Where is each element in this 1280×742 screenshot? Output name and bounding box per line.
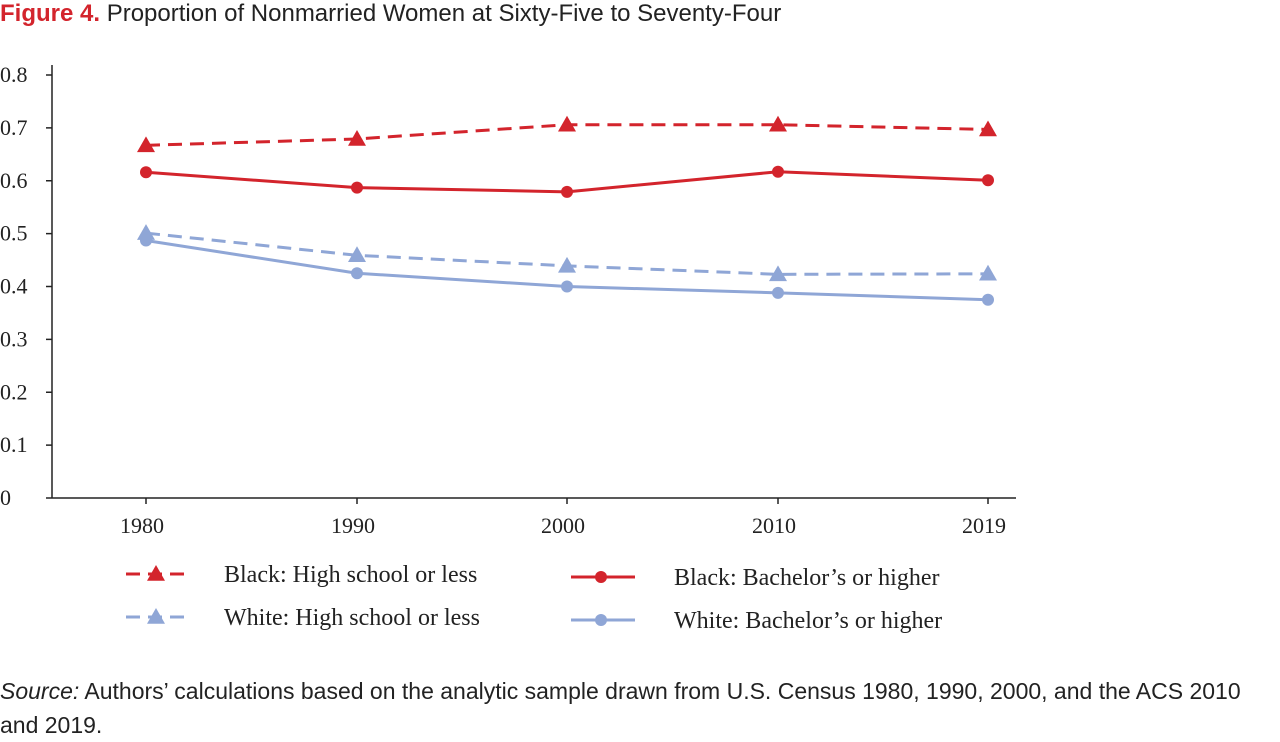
line-chart: 0 0.1 0.2 0.3 0.4 0.5 0.6 0.7 0.8 1980 1990 2000 20… (0, 62, 1016, 634)
source-text: Authors’ calculations based on the analy… (0, 678, 1241, 738)
series-1 (137, 115, 997, 153)
triangle-marker (348, 129, 366, 146)
triangle-marker (348, 246, 366, 263)
legend-circle-marker (595, 614, 607, 626)
triangle-marker (137, 224, 155, 240)
circle-marker (772, 165, 784, 178)
x-tick-label: 2010 (752, 513, 796, 538)
plot-series (137, 115, 997, 306)
source-note: Source: Authors’ calculations based on t… (0, 674, 1280, 742)
legend-label: White: High school or less (224, 605, 480, 631)
triangle-marker (137, 136, 155, 153)
y-tick-label: 0.1 (0, 432, 28, 457)
y-tick-label: 0.2 (0, 379, 28, 404)
x-tick-label: 2000 (541, 513, 585, 538)
legend-item-2: Black: Bachelor’s or higher (571, 565, 939, 591)
triangle-marker (769, 265, 787, 282)
legend-item-1: Black: High school or less (126, 562, 477, 588)
legend-item-4: White: Bachelor’s or higher (571, 608, 942, 634)
legend-triangle-marker (147, 608, 165, 624)
circle-marker (982, 174, 994, 187)
triangle-marker (558, 256, 576, 273)
legend-triangle-marker (147, 565, 165, 581)
figure-title: Figure 4. Proportion of Nonmarried Women… (0, 0, 781, 30)
series-3 (137, 224, 997, 282)
y-tick-label: 0.8 (0, 62, 28, 87)
triangle-marker (558, 115, 576, 132)
legend-item-3: White: High school or less (126, 605, 480, 631)
y-axis: 0 0.1 0.2 0.3 0.4 0.5 0.6 0.7 0.8 (0, 62, 53, 510)
triangle-marker (769, 115, 787, 132)
circle-marker (140, 166, 152, 179)
y-tick-label: 0.7 (0, 115, 28, 140)
circle-marker (351, 267, 363, 280)
circle-marker (982, 293, 994, 306)
y-tick-label: 0.4 (0, 274, 28, 299)
series-2 (140, 165, 994, 198)
y-tick-label: 0.5 (0, 221, 28, 246)
series-4 (140, 234, 994, 306)
y-tick-label: 0 (0, 485, 11, 510)
legend-label: Black: High school or less (224, 562, 477, 588)
legend-label: White: Bachelor’s or higher (674, 608, 942, 634)
figure-title-text: Proportion of Nonmarried Women at Sixty-… (106, 0, 782, 27)
circle-marker (772, 286, 784, 299)
legend: Black: High school or less Black: Bachelo… (126, 562, 942, 634)
triangle-marker (979, 264, 997, 281)
y-tick-label: 0.6 (0, 168, 28, 193)
circle-marker (140, 234, 152, 247)
circle-marker (561, 280, 573, 293)
source-label: Source: (0, 678, 80, 704)
circle-marker (561, 185, 573, 198)
x-axis: 1980 1990 2000 2010 2019 (52, 497, 1016, 538)
circle-marker (351, 181, 363, 194)
triangle-marker (979, 120, 997, 137)
legend-circle-marker (595, 571, 607, 583)
legend-label: Black: Bachelor’s or higher (674, 565, 939, 591)
x-tick-label: 2019 (962, 513, 1006, 538)
x-tick-label: 1980 (120, 513, 164, 538)
y-tick-label: 0.3 (0, 326, 28, 351)
x-tick-label: 1990 (331, 513, 375, 538)
figure-label: Figure 4. (0, 0, 101, 27)
